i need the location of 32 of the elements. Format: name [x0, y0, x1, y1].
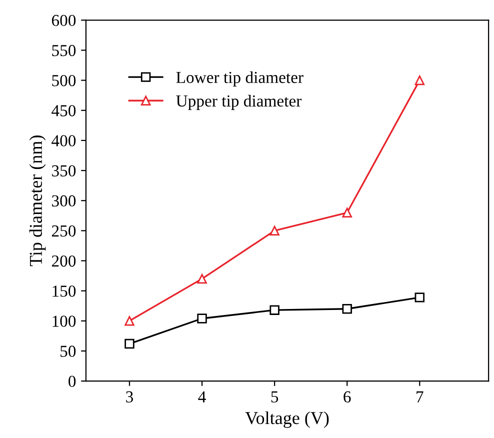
- y-axis-title: Tip diameter (nm): [29, 136, 46, 266]
- y-tick-label: 0: [68, 376, 76, 388]
- y-tick-label: 600: [52, 14, 76, 26]
- y-tick-label: 50: [60, 346, 76, 357]
- point: [197, 314, 207, 324]
- y-tick-label: 350: [52, 165, 76, 176]
- point: [270, 226, 280, 236]
- point: [124, 316, 134, 326]
- x-tick-label: 6: [344, 391, 351, 403]
- point: [342, 208, 352, 218]
- point: [342, 304, 352, 314]
- point: [270, 305, 280, 315]
- legend-label: Lower tip diameter: [176, 71, 304, 86]
- y-tick-label: 200: [52, 255, 76, 267]
- y-tick-label: 250: [52, 225, 76, 237]
- x-tick-label: 7: [416, 391, 424, 402]
- y-tick-label: 450: [52, 105, 76, 116]
- y-tick-label: 400: [52, 135, 76, 146]
- x-tick-label: 5: [271, 391, 278, 403]
- x-tick-label: 4: [198, 391, 206, 402]
- x-axis-title: Voltage (V): [245, 411, 329, 428]
- y-tick-label: 300: [52, 195, 76, 207]
- legend-label: Upper tip diameter: [176, 94, 302, 110]
- point: [124, 338, 134, 349]
- point: [414, 75, 425, 86]
- x-tick-label: 3: [126, 391, 133, 403]
- y-tick-label: 150: [52, 286, 76, 297]
- y-tick-label: 100: [52, 316, 76, 327]
- y-tick-label: 500: [52, 75, 76, 86]
- y-tick-label: 550: [52, 44, 76, 56]
- point: [414, 292, 425, 302]
- point: [197, 274, 207, 284]
